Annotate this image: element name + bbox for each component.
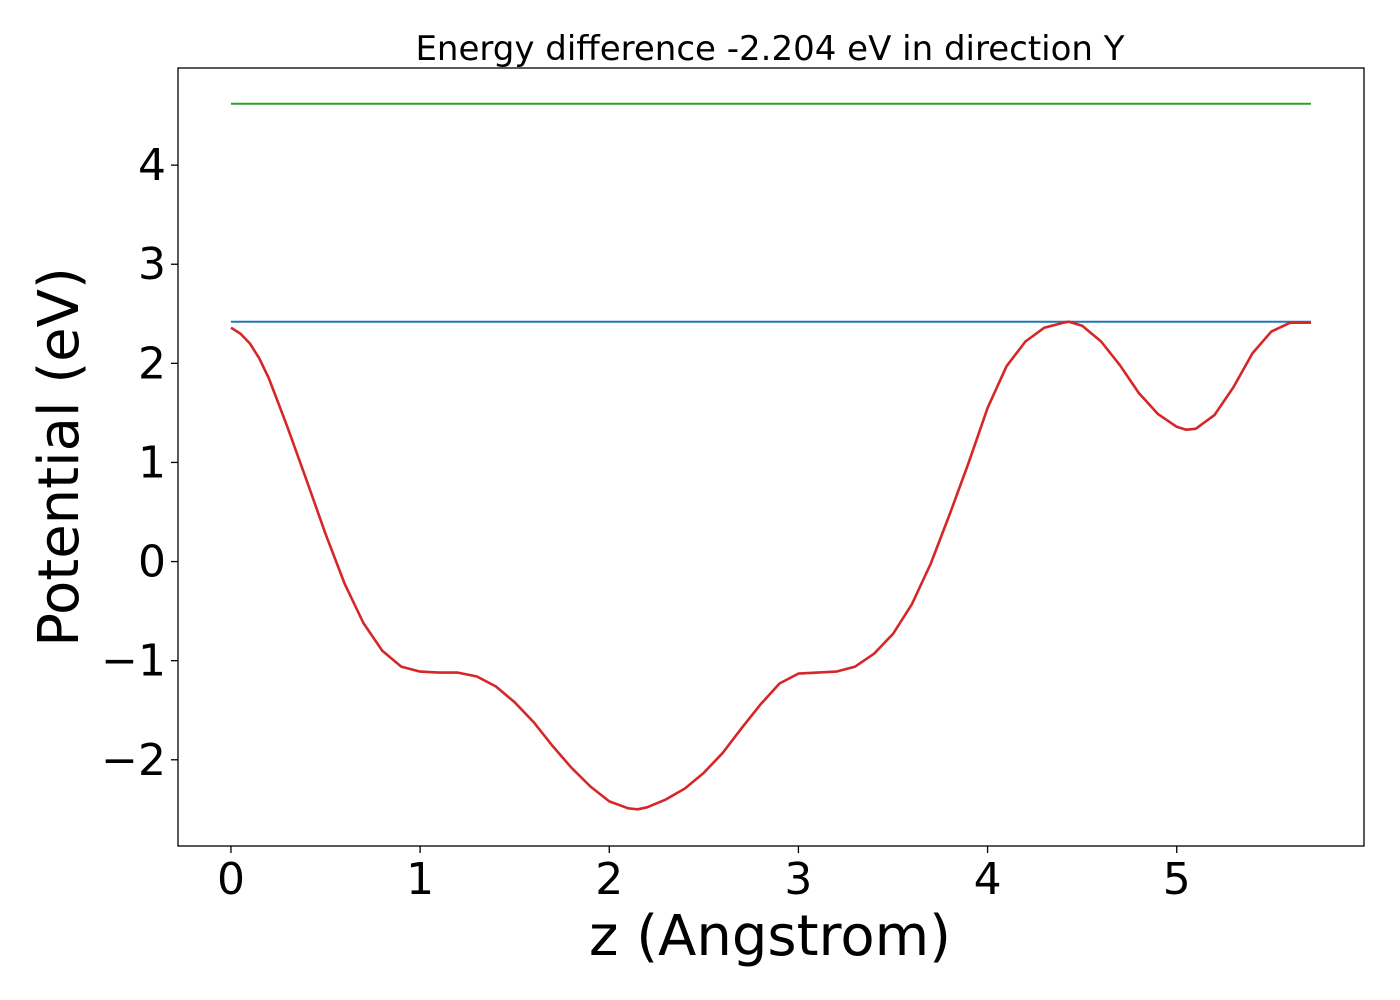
plot-frame bbox=[177, 67, 1365, 847]
y-tick-label: 1 bbox=[138, 437, 166, 488]
chart-title: Energy difference -2.204 eV in direction… bbox=[415, 29, 1124, 69]
x-tick-label: 5 bbox=[1163, 854, 1191, 905]
x-tick-label: 0 bbox=[217, 854, 245, 905]
y-tick-label: 0 bbox=[138, 537, 166, 588]
x-tick-label: 1 bbox=[406, 854, 434, 905]
x-tick-label: 2 bbox=[595, 854, 623, 905]
y-tick-label: 3 bbox=[138, 239, 166, 290]
y-tick-label: 2 bbox=[138, 338, 166, 389]
x-tick-label: 4 bbox=[974, 854, 1002, 905]
y-axis-label: Potential (eV) bbox=[27, 267, 92, 647]
x-tick-label: 3 bbox=[784, 854, 812, 905]
x-axis: 0 1 2 3 4 5 bbox=[217, 846, 1191, 905]
y-tick-label: −2 bbox=[101, 735, 166, 786]
y-tick-label: −1 bbox=[101, 636, 166, 687]
y-tick-label: 4 bbox=[138, 140, 166, 191]
plot-area bbox=[230, 102, 1311, 811]
series-line-2 bbox=[230, 320, 1311, 811]
x-axis-label: z (Angstrom) bbox=[589, 904, 951, 969]
y-axis: −2 −1 0 1 2 3 4 bbox=[101, 140, 178, 786]
